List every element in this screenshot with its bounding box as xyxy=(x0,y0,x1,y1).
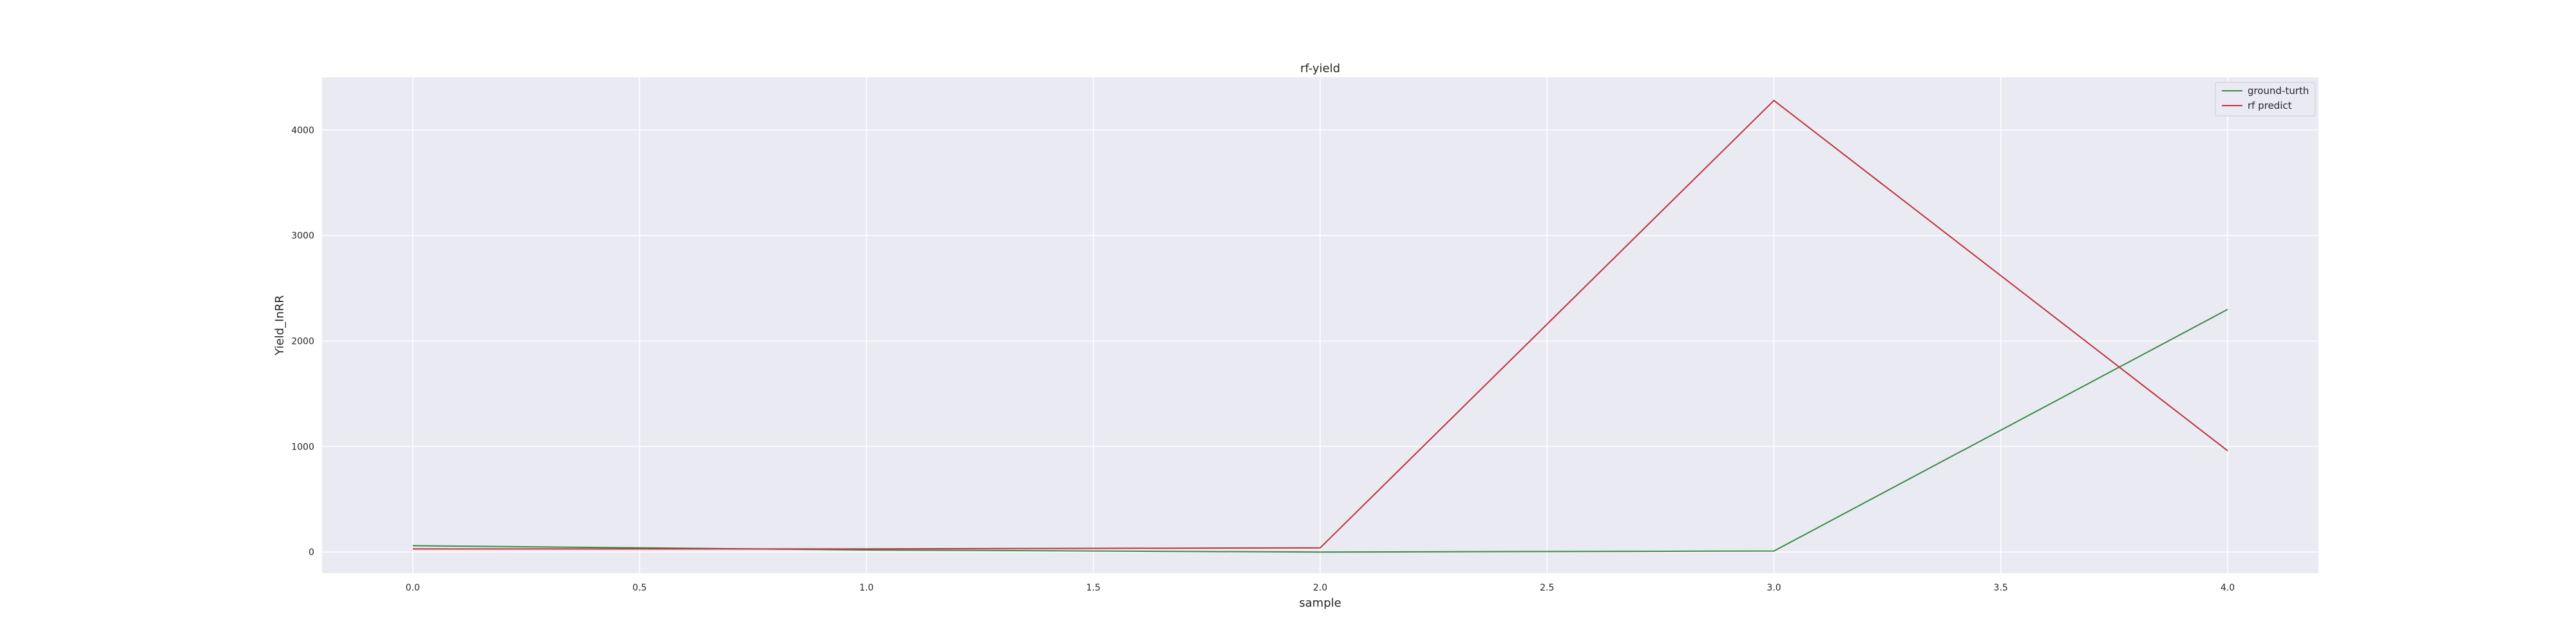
legend-label-rf-predict: rf predict xyxy=(2248,100,2292,111)
chart-title: rf-yield xyxy=(1300,62,1340,75)
y-axis-ticks: 0 1000 2000 3000 4000 xyxy=(291,126,314,558)
y-tick-label: 1000 xyxy=(291,442,314,452)
x-tick-label: 3.5 xyxy=(1994,583,2008,593)
x-tick-label: 3.0 xyxy=(1766,583,1781,593)
series-lines xyxy=(412,99,2228,553)
x-axis-label: sample xyxy=(1299,596,1341,610)
x-tick-label: 2.5 xyxy=(1540,583,1554,593)
x-tick-label: 0.5 xyxy=(632,583,647,593)
x-tick-label: 4.0 xyxy=(2221,583,2235,593)
x-axis-ticks: 0.0 0.5 1.0 1.5 2.0 2.5 3.0 3.5 4.0 xyxy=(406,583,2235,593)
y-axis-label: Yield_InRR xyxy=(273,295,287,356)
y-tick-label: 0 xyxy=(308,547,314,558)
x-tick-label: 1.5 xyxy=(1086,583,1101,593)
legend: ground-turth rf predict xyxy=(2215,82,2316,117)
x-tick-label: 1.0 xyxy=(859,583,873,593)
y-tick-label: 3000 xyxy=(291,231,314,242)
series-line-rf-predict xyxy=(412,99,2228,550)
legend-label-ground-turth: ground-turth xyxy=(2248,85,2309,97)
x-tick-label: 2.0 xyxy=(1313,583,1327,593)
y-tick-label: 4000 xyxy=(291,126,314,136)
x-tick-label: 0.0 xyxy=(406,583,420,593)
y-tick-label: 2000 xyxy=(291,337,314,347)
